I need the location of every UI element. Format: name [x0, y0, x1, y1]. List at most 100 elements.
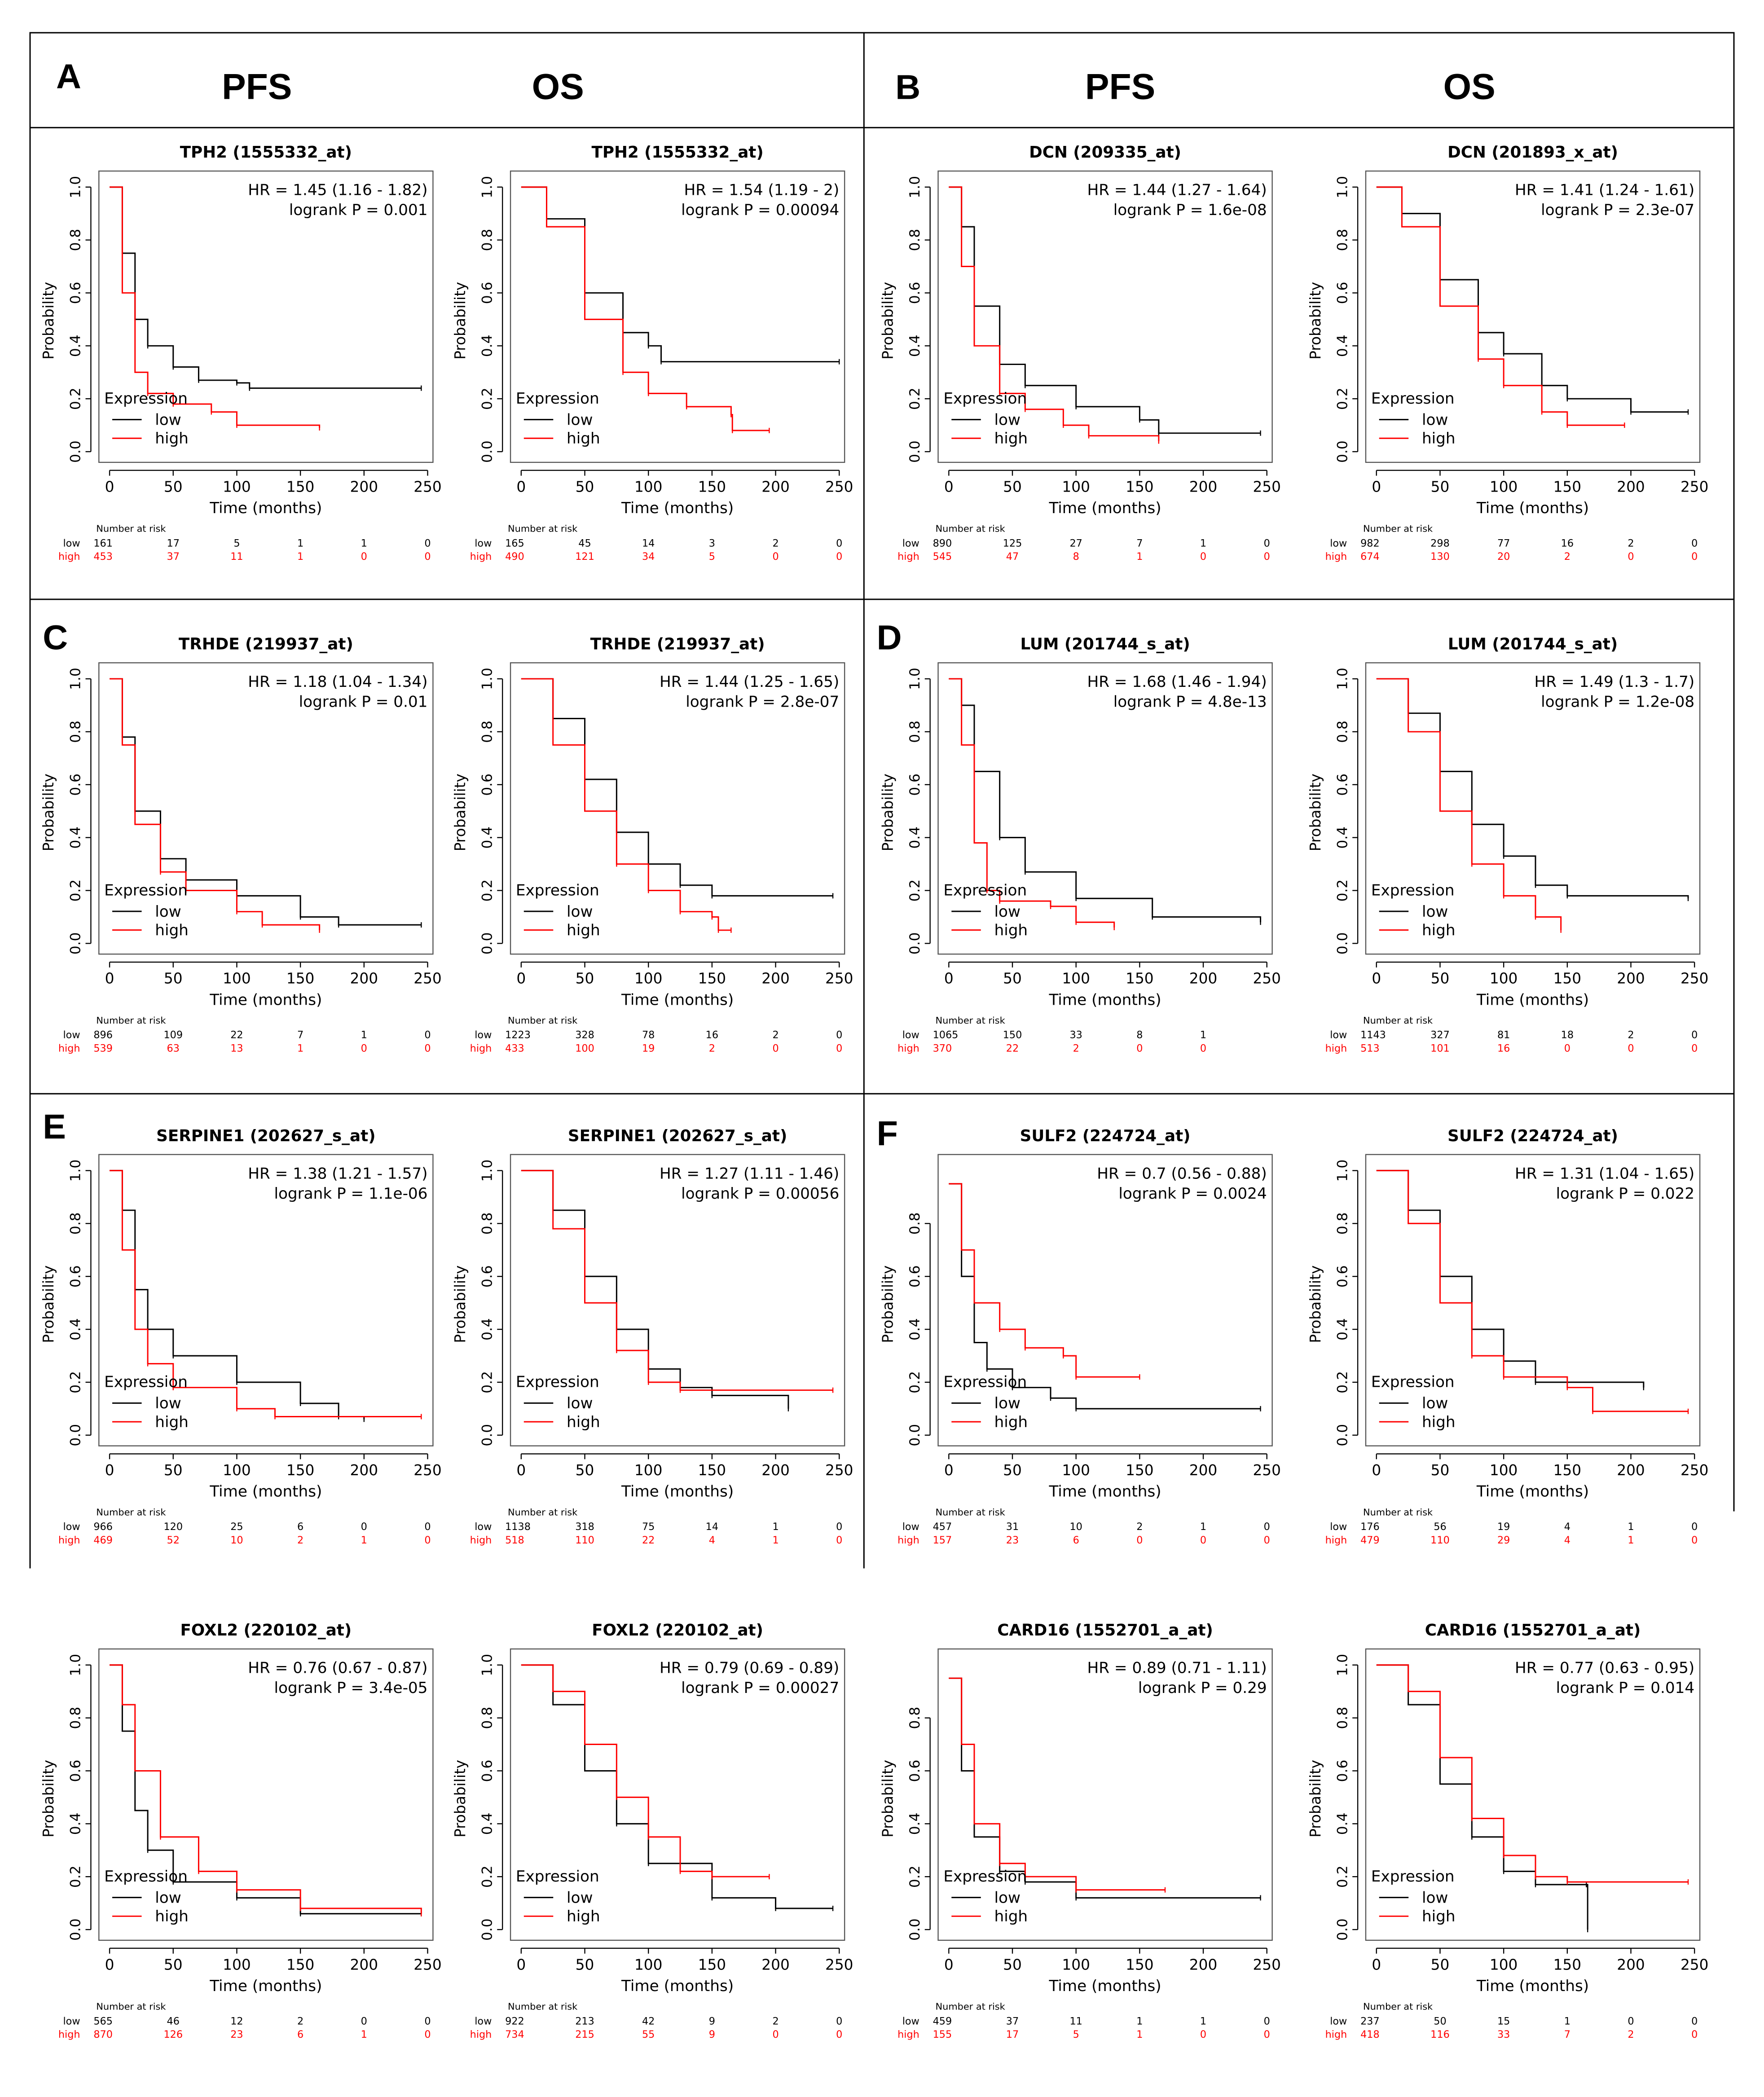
x-tick-label: 150	[286, 1462, 314, 1479]
x-tick-label: 100	[1490, 1462, 1518, 1479]
y-tick-label: 1.0	[479, 1654, 495, 1676]
risk-value-high: 0	[772, 2029, 779, 2040]
risk-value-high: 0	[1564, 1043, 1570, 1055]
risk-value-high: 0	[424, 2029, 431, 2040]
risk-value-high: 47	[1006, 551, 1019, 563]
y-tick-label: 0.8	[1334, 229, 1350, 251]
risk-value-low: 8	[1136, 1029, 1143, 1041]
risk-label-low: low	[63, 537, 80, 549]
risk-label-high: high	[58, 2029, 80, 2040]
hazard-ratio: HR = 1.31 (1.04 - 1.65)	[1515, 1165, 1694, 1183]
plot-title: CARD16 (1552701_a_at)	[997, 1621, 1213, 1640]
risk-value-low: 1	[1564, 2015, 1570, 2027]
y-axis-label: Probability	[40, 1266, 57, 1343]
x-tick-label: 250	[825, 478, 853, 495]
legend-label-high: high	[567, 922, 600, 940]
x-tick-label: 250	[1253, 970, 1280, 987]
legend-label-low: low	[567, 411, 593, 429]
km-plot: SULF2 (224724_at)HR = 0.7 (0.56 - 0.88)l…	[871, 1117, 1286, 1578]
x-tick-label: 200	[1617, 1956, 1645, 1973]
risk-value-low: 7	[297, 1029, 304, 1041]
risk-value-low: 31	[1006, 1521, 1019, 1533]
hazard-ratio: HR = 1.44 (1.27 - 1.64)	[1087, 181, 1267, 199]
risk-value-high: 5	[1073, 2029, 1079, 2040]
hazard-ratio: HR = 1.41 (1.24 - 1.61)	[1515, 181, 1694, 199]
y-tick-label: 0.0	[68, 1424, 84, 1446]
risk-label-low: low	[475, 537, 492, 549]
legend-label-low: low	[994, 411, 1021, 429]
risk-label-low: low	[902, 2015, 919, 2027]
y-axis-label: Probability	[879, 774, 896, 851]
x-axis-label: Time (months)	[621, 991, 734, 1009]
x-tick-label: 150	[1553, 1462, 1581, 1479]
y-tick-label: 0.6	[68, 282, 84, 304]
x-tick-label: 0	[105, 970, 114, 987]
hazard-ratio: HR = 1.38 (1.21 - 1.57)	[248, 1165, 427, 1183]
risk-value-high: 0	[1136, 1534, 1143, 1546]
x-tick-label: 200	[350, 478, 378, 495]
risk-value-low: 890	[933, 537, 952, 549]
risk-value-high: 2	[1564, 551, 1570, 563]
risk-value-low: 78	[642, 1029, 655, 1041]
x-tick-label: 150	[698, 478, 726, 495]
y-tick-label: 0.6	[1334, 1265, 1350, 1288]
divider	[863, 32, 865, 2079]
x-tick-label: 0	[516, 970, 526, 987]
y-tick-label: 1.0	[907, 668, 923, 690]
x-tick-label: 50	[1431, 478, 1450, 495]
x-tick-label: 100	[1490, 1956, 1518, 1973]
x-tick-label: 250	[414, 478, 441, 495]
divider	[29, 598, 1734, 600]
y-tick-label: 0.0	[68, 1918, 84, 1941]
risk-value-low: 0	[836, 537, 842, 549]
x-tick-label: 100	[223, 478, 251, 495]
x-tick-label: 250	[1253, 478, 1280, 495]
hazard-ratio: HR = 1.27 (1.11 - 1.46)	[660, 1165, 839, 1183]
y-tick-label: 1.0	[479, 1160, 495, 1182]
risk-value-low: 120	[163, 1521, 183, 1533]
x-tick-label: 250	[1680, 970, 1708, 987]
x-tick-label: 150	[698, 1462, 726, 1479]
y-tick-label: 0.6	[68, 774, 84, 796]
risk-label-high: high	[58, 1043, 80, 1055]
legend-title: Expression	[104, 1373, 188, 1391]
y-axis-label: Probability	[1307, 282, 1324, 360]
risk-table-title: Number at risk	[936, 2001, 1005, 2012]
risk-value-low: 213	[575, 2015, 594, 2027]
risk-value-low: 0	[424, 2015, 431, 2027]
legend-title: Expression	[104, 881, 188, 899]
x-tick-label: 100	[1062, 970, 1090, 987]
y-tick-label: 0.2	[907, 1865, 923, 1888]
risk-value-low: 50	[1434, 2015, 1446, 2027]
x-tick-label: 200	[761, 970, 789, 987]
risk-value-high: 13	[230, 1043, 243, 1055]
risk-value-low: 25	[230, 1521, 243, 1533]
risk-value-low: 0	[361, 1521, 367, 1533]
risk-table-title: Number at risk	[508, 523, 577, 534]
risk-table-title: Number at risk	[1363, 2001, 1433, 2012]
x-tick-label: 100	[634, 970, 662, 987]
x-tick-label: 200	[1617, 970, 1645, 987]
risk-value-low: 1138	[505, 1521, 531, 1533]
risk-value-high: 518	[505, 1534, 524, 1546]
risk-value-high: 16	[1497, 1043, 1510, 1055]
risk-value-high: 110	[1430, 1534, 1450, 1546]
y-tick-label: 1.0	[68, 176, 84, 198]
plot-title: FOXL2 (220102_at)	[592, 1621, 763, 1640]
risk-label-high: high	[58, 551, 80, 563]
x-tick-label: 150	[286, 478, 314, 495]
risk-value-high: 0	[1691, 1043, 1698, 1055]
x-tick-label: 200	[1617, 1462, 1645, 1479]
x-axis-label: Time (months)	[209, 1483, 322, 1501]
legend-label-high: high	[1422, 1908, 1456, 1926]
risk-value-high: 130	[1430, 551, 1450, 563]
risk-value-low: 16	[1561, 537, 1574, 549]
x-tick-label: 100	[1062, 1462, 1090, 1479]
risk-label-high: high	[58, 1534, 80, 1546]
plot-title: TPH2 (1555332_at)	[180, 143, 352, 162]
risk-label-high: high	[1325, 1534, 1347, 1546]
plot-title: FOXL2 (220102_at)	[180, 1621, 352, 1640]
risk-value-high: 453	[93, 551, 113, 563]
x-tick-label: 250	[1680, 478, 1708, 495]
risk-value-high: 1	[297, 551, 304, 563]
